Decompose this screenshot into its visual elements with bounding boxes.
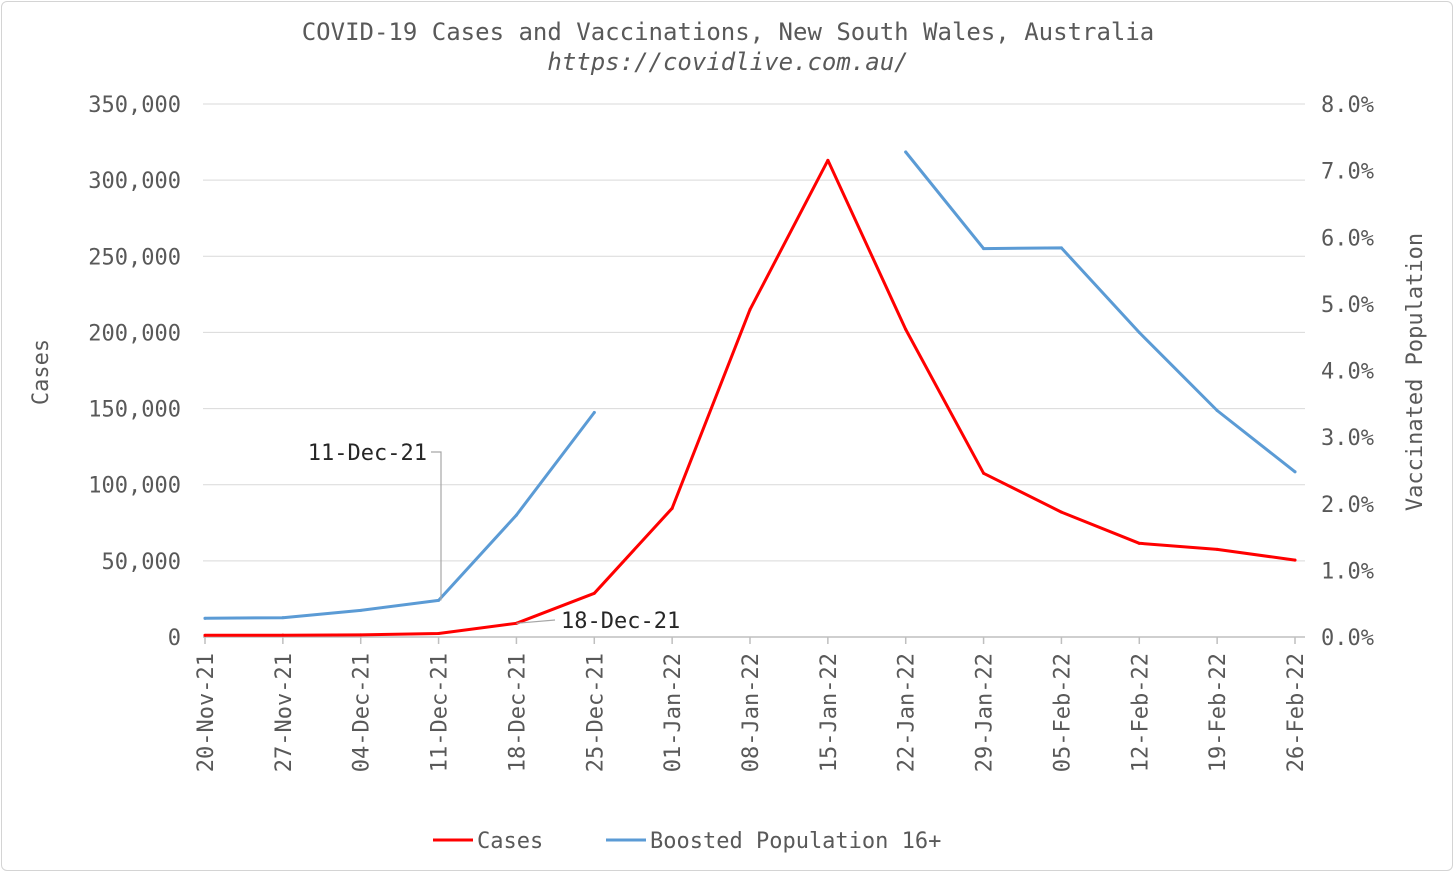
- y2-tick-label: 6.0%: [1321, 226, 1374, 251]
- right-axis: 0.0% 1.0% 2.0% 3.0% 4.0% 5.0% 6.0% 7.0% 8.0%: [1321, 93, 1374, 651]
- data-point-cases: [437, 631, 441, 635]
- data-point-cases: [982, 471, 986, 475]
- data-point-boosted-population-16: [1059, 246, 1063, 250]
- series-line-boosted-population-16: [203, 411, 596, 620]
- y-tick-label: 300,000: [88, 169, 181, 194]
- data-point-cases: [748, 308, 752, 312]
- y-tick-label: 150,000: [88, 398, 181, 423]
- data-point-boosted-population-16: [514, 513, 518, 517]
- left-axis: 0 50,000 100,000 150,000 200,000 250,000 300,0…: [88, 93, 181, 651]
- data-point-cases: [592, 591, 596, 595]
- data-point-boosted-population-16: [203, 616, 207, 620]
- data-point-boosted-population-16: [592, 410, 596, 414]
- y-tick-label: 250,000: [88, 245, 181, 270]
- x-tick-label: 19-Feb-22: [1206, 653, 1231, 772]
- data-point-boosted-population-16: [359, 608, 363, 612]
- x-tick-label: 11-Dec-21: [428, 653, 453, 772]
- x-tick-label: 20-Nov-21: [194, 653, 219, 772]
- y2-tick-label: 7.0%: [1321, 160, 1374, 185]
- annotation-layer: 11-Dec-21 18-Dec-21: [308, 441, 680, 634]
- y-tick-label: 200,000: [88, 321, 181, 346]
- legend-label-cases: Cases: [477, 829, 543, 854]
- data-point-boosted-population-16: [904, 150, 908, 154]
- x-tick-label: 18-Dec-21: [505, 653, 530, 772]
- series-layer: [203, 150, 1297, 637]
- legend: Cases Boosted Population 16+: [433, 829, 941, 854]
- x-tick-label: 05-Feb-22: [1050, 653, 1075, 772]
- x-tick-label: 22-Jan-22: [895, 653, 920, 772]
- y-tick-label: 0: [168, 626, 181, 651]
- data-point-boosted-population-16: [1293, 470, 1297, 474]
- y-tick-label: 50,000: [102, 550, 181, 575]
- data-point-boosted-population-16: [1137, 331, 1141, 335]
- data-point-boosted-population-16: [281, 616, 285, 620]
- y2-tick-label: 1.0%: [1321, 559, 1374, 584]
- x-tick-label: 08-Jan-22: [739, 653, 764, 772]
- annotation-leader-line: [516, 619, 556, 624]
- y2-tick-label: 4.0%: [1321, 360, 1374, 385]
- annotation-label: 18-Dec-21: [561, 609, 680, 634]
- annotation-leader-line: [431, 451, 442, 601]
- y2-tick-label: 0.0%: [1321, 626, 1374, 651]
- data-point-cases: [281, 633, 285, 637]
- y2-axis-title: Vaccinated Population: [1403, 233, 1428, 511]
- chart-subtitle: https://covidlive.com.au/: [547, 48, 908, 76]
- y-tick-label: 350,000: [88, 93, 181, 118]
- x-tick-label: 29-Jan-22: [973, 653, 998, 772]
- data-point-cases: [1293, 558, 1297, 562]
- series-line-cases: [203, 158, 1297, 637]
- gridlines: [203, 103, 1305, 562]
- data-point-cases: [1059, 510, 1063, 514]
- y2-tick-label: 2.0%: [1321, 493, 1374, 518]
- data-point-cases: [670, 506, 674, 510]
- annotation-label: 11-Dec-21: [308, 441, 427, 466]
- data-point-cases: [359, 633, 363, 637]
- chart-title: COVID-19 Cases and Vaccinations, New Sou…: [302, 18, 1155, 46]
- data-point-boosted-population-16: [1215, 408, 1219, 412]
- data-point-cases: [203, 633, 207, 637]
- data-point-cases: [1137, 541, 1141, 545]
- series-line-boosted-population-16: [904, 150, 1297, 474]
- x-axis: 20-Nov-21 27-Nov-21 04-Dec-21 11-Dec-21 18-D…: [194, 636, 1309, 772]
- legend-label-boosted-population-16: Boosted Population 16+: [650, 829, 941, 854]
- x-tick-label: 04-Dec-21: [350, 653, 375, 772]
- y2-tick-label: 8.0%: [1321, 93, 1374, 118]
- data-point-boosted-population-16: [437, 598, 441, 602]
- x-tick-label: 27-Nov-21: [272, 653, 297, 772]
- y-axis-title: Cases: [29, 339, 54, 405]
- x-tick-label: 15-Jan-22: [817, 653, 842, 772]
- x-tick-label: 12-Feb-22: [1128, 653, 1153, 772]
- data-point-cases: [904, 327, 908, 331]
- y2-tick-label: 3.0%: [1321, 426, 1374, 451]
- data-point-cases: [826, 158, 830, 162]
- x-tick-label: 25-Dec-21: [583, 653, 608, 772]
- data-point-boosted-population-16: [982, 247, 986, 251]
- data-point-cases: [1215, 547, 1219, 551]
- x-tick-label: 01-Jan-22: [661, 653, 686, 772]
- y-tick-label: 100,000: [88, 474, 181, 499]
- y2-tick-label: 5.0%: [1321, 293, 1374, 318]
- x-tick-label: 26-Feb-22: [1284, 653, 1309, 772]
